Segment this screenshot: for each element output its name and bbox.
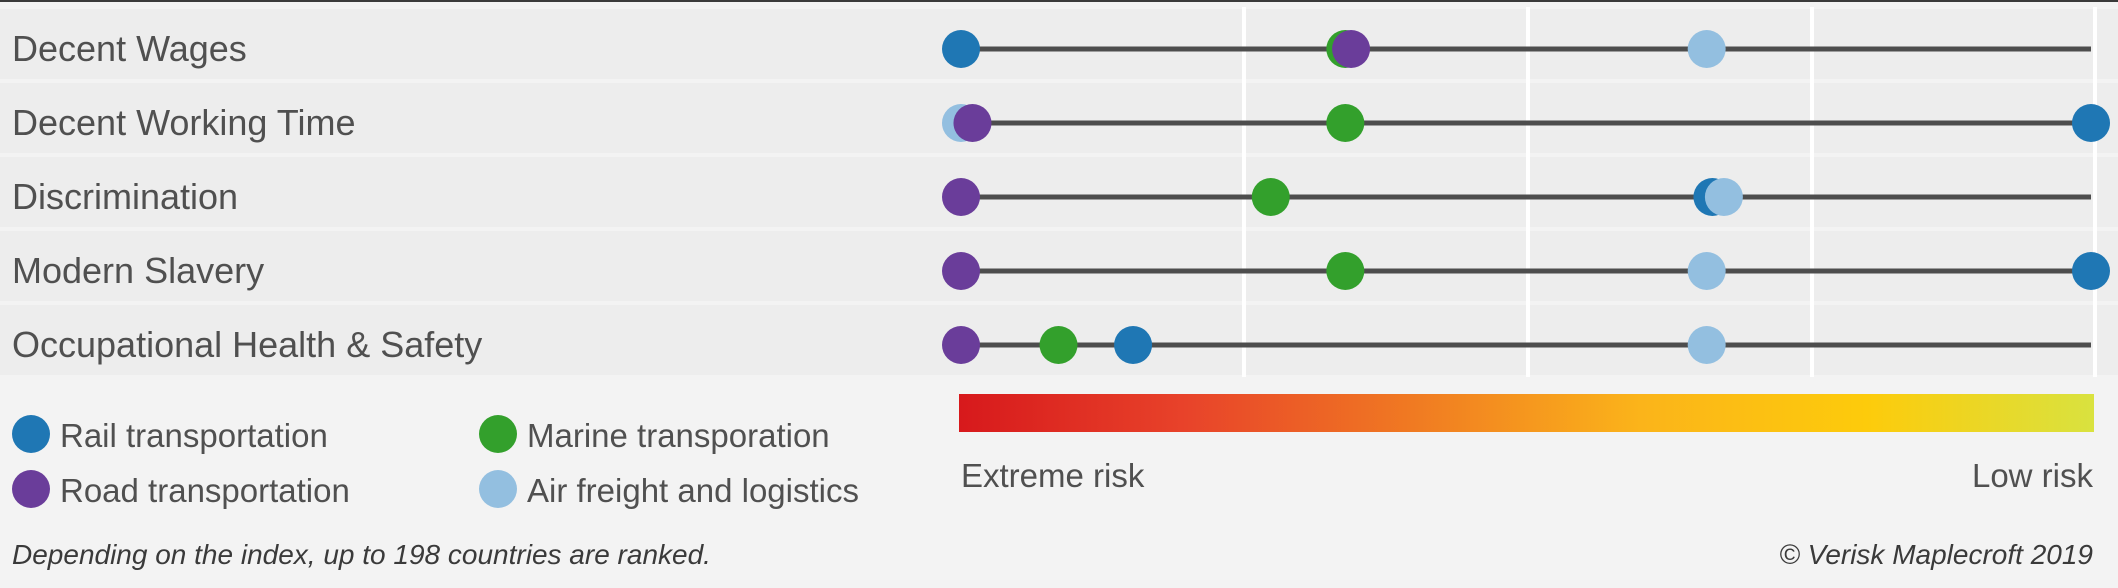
risk-gradient-bar bbox=[959, 394, 2094, 432]
data-point-air bbox=[1687, 30, 1726, 68]
legend-swatch-road bbox=[12, 470, 50, 508]
legend-swatch-air bbox=[479, 470, 517, 508]
row-background bbox=[0, 9, 2118, 79]
data-point-air bbox=[1704, 178, 1743, 216]
scale-left-label: Extreme risk bbox=[961, 457, 1145, 494]
data-point-road bbox=[942, 252, 980, 290]
legend-label-air: Air freight and logistics bbox=[527, 472, 859, 509]
row-label: Modern Slavery bbox=[12, 250, 264, 291]
data-point-road bbox=[953, 104, 992, 142]
legend-swatch-rail bbox=[12, 415, 50, 453]
legend-label-marine: Marine transporation bbox=[527, 417, 830, 454]
row-label: Discrimination bbox=[12, 176, 238, 217]
data-point-rail bbox=[1114, 326, 1153, 364]
credit: © Verisk Maplecroft 2019 bbox=[1779, 539, 2093, 570]
row-label: Occupational Health & Safety bbox=[12, 324, 482, 365]
data-point-marine bbox=[1326, 252, 1365, 290]
data-point-air bbox=[1687, 252, 1726, 290]
footnote: Depending on the index, up to 198 countr… bbox=[12, 539, 711, 570]
data-point-marine bbox=[1039, 326, 1078, 364]
data-point-rail bbox=[2072, 104, 2110, 142]
data-point-rail bbox=[942, 30, 980, 68]
row-background bbox=[0, 83, 2118, 153]
data-point-marine bbox=[1251, 178, 1290, 216]
data-point-marine bbox=[1326, 104, 1365, 142]
legend-label-road: Road transportation bbox=[60, 472, 350, 509]
legend-swatch-marine bbox=[479, 415, 517, 453]
data-point-air bbox=[1687, 326, 1726, 364]
row-background bbox=[0, 157, 2118, 227]
data-point-rail bbox=[2072, 252, 2110, 290]
scale-right-label: Low risk bbox=[1972, 457, 2094, 494]
row-label: Decent Wages bbox=[12, 28, 247, 69]
legend-label-rail: Rail transportation bbox=[60, 417, 328, 454]
data-point-road bbox=[942, 178, 980, 216]
row-label: Decent Working Time bbox=[12, 102, 355, 143]
data-point-road bbox=[942, 326, 980, 364]
data-point-road bbox=[1332, 30, 1371, 68]
row-background bbox=[0, 231, 2118, 301]
